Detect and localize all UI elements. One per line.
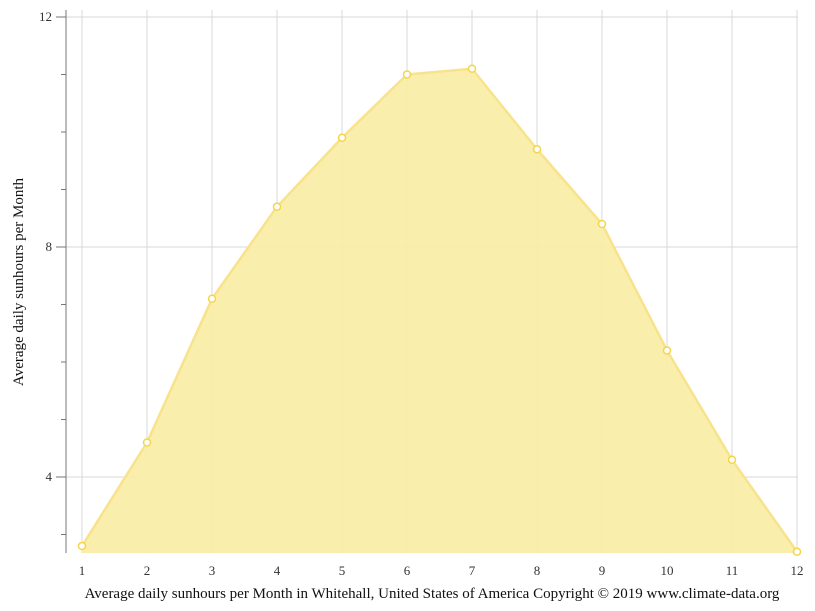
y-axis: 4 8 12	[39, 9, 67, 553]
y-tick-label: 12	[39, 9, 52, 24]
y-tick-label: 4	[46, 469, 53, 484]
x-tick-label: 5	[339, 563, 346, 578]
y-axis-title: Average daily sunhours per Month	[11, 178, 27, 387]
x-tick-label: 11	[726, 563, 739, 578]
x-tick-label: 6	[404, 563, 411, 578]
data-point-marker	[792, 547, 802, 556]
x-axis-labels: 1 2 3 4 5 6 7 8 9 10 11 12	[79, 563, 804, 578]
x-tick-label: 4	[274, 563, 281, 578]
chart-caption: Average daily sunhours per Month in Whit…	[85, 586, 780, 602]
x-tick-label: 1	[79, 563, 86, 578]
data-point-marker	[207, 294, 217, 303]
data-point-marker	[597, 219, 607, 229]
data-area	[80, 67, 799, 553]
data-point-marker	[727, 455, 737, 464]
x-tick-label: 2	[144, 563, 151, 578]
area-fill	[82, 68, 797, 553]
x-tick-label: 12	[791, 563, 804, 578]
x-tick-label: 3	[209, 563, 216, 578]
data-point-marker	[337, 133, 347, 142]
data-markers	[77, 64, 802, 556]
x-tick-label: 9	[599, 563, 606, 578]
data-point-marker	[467, 64, 477, 73]
data-point-marker	[272, 202, 282, 211]
x-tick-label: 7	[469, 563, 476, 578]
x-tick-label: 10	[661, 563, 674, 578]
data-point-marker	[662, 346, 672, 355]
data-point-marker	[142, 438, 152, 447]
data-point-marker	[402, 70, 412, 79]
area-line	[80, 67, 799, 553]
data-point-marker	[77, 541, 87, 551]
y-tick-label: 8	[46, 239, 53, 254]
x-tick-label: 8	[534, 563, 541, 578]
data-point-marker	[532, 145, 542, 154]
